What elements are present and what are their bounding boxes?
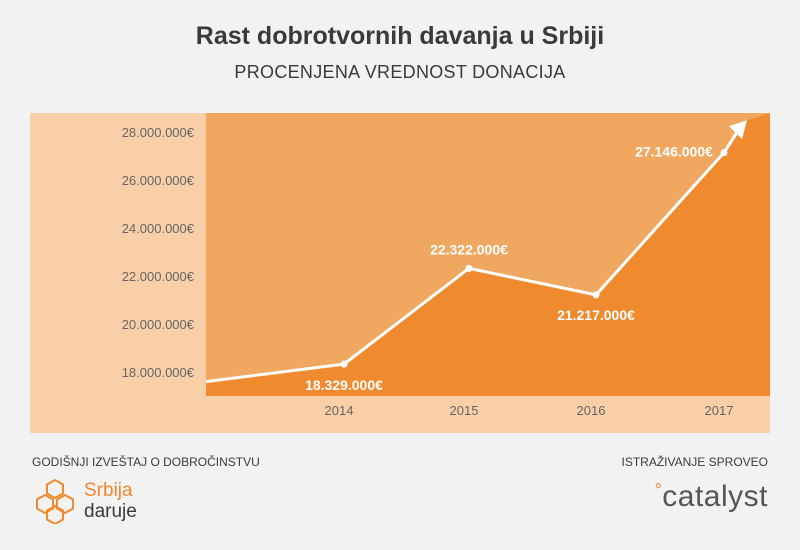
series-line xyxy=(205,128,741,384)
y-tick-label: 20.000.000€ xyxy=(122,317,195,332)
logo-line-1: Srbija xyxy=(84,480,133,501)
y-tick-label: 28.000.000€ xyxy=(122,125,195,140)
logo-line-2: daruje xyxy=(84,501,137,522)
footer-right-caption: ISTRAŽIVANJE SPROVEO xyxy=(621,455,768,469)
x-tick-label: 2014 xyxy=(325,403,354,418)
catalyst-logo-text: catalyst xyxy=(662,480,768,513)
footer-left-caption: GODIŠNJI IZVEŠTAJ O DOBROČINSTVU xyxy=(32,455,260,469)
hexagon-cluster-icon xyxy=(36,478,74,524)
y-tick-label: 24.000.000€ xyxy=(122,221,195,236)
chart-panel: 18.000.000€ 20.000.000€ 22.000.000€ 24.000.… xyxy=(30,113,770,433)
data-label: 27.146.000€ xyxy=(635,144,713,160)
y-tick-label: 18.000.000€ xyxy=(122,365,195,380)
catalyst-logo: °catalyst xyxy=(655,480,768,514)
data-point-2016 xyxy=(592,291,600,299)
x-tick-label: 2016 xyxy=(577,403,606,418)
data-point-2015 xyxy=(465,264,473,272)
y-tick-label: 26.000.000€ xyxy=(122,173,195,188)
dots-icon: ° xyxy=(654,480,663,500)
data-point-2014 xyxy=(340,360,348,368)
y-tick-label: 22.000.000€ xyxy=(122,269,195,284)
chart-title: Rast dobrotvornih davanja u Srbiji xyxy=(195,22,605,50)
trend-arrow-icon xyxy=(729,120,747,140)
srbija-daruje-logo: Srbija daruje xyxy=(32,478,172,528)
chart-subtitle: PROCENJENA VREDNOST DONACIJA xyxy=(234,62,566,82)
area-fill xyxy=(206,113,770,396)
data-label: 21.217.000€ xyxy=(557,307,635,323)
data-label: 22.322.000€ xyxy=(430,241,508,257)
chart-svg: 18.000.000€ 20.000.000€ 22.000.000€ 24.000.… xyxy=(122,113,770,418)
x-tick-label: 2017 xyxy=(705,403,734,418)
data-point-2017 xyxy=(720,149,728,157)
x-tick-label: 2015 xyxy=(450,403,479,418)
data-label: 18.329.000€ xyxy=(305,377,383,393)
